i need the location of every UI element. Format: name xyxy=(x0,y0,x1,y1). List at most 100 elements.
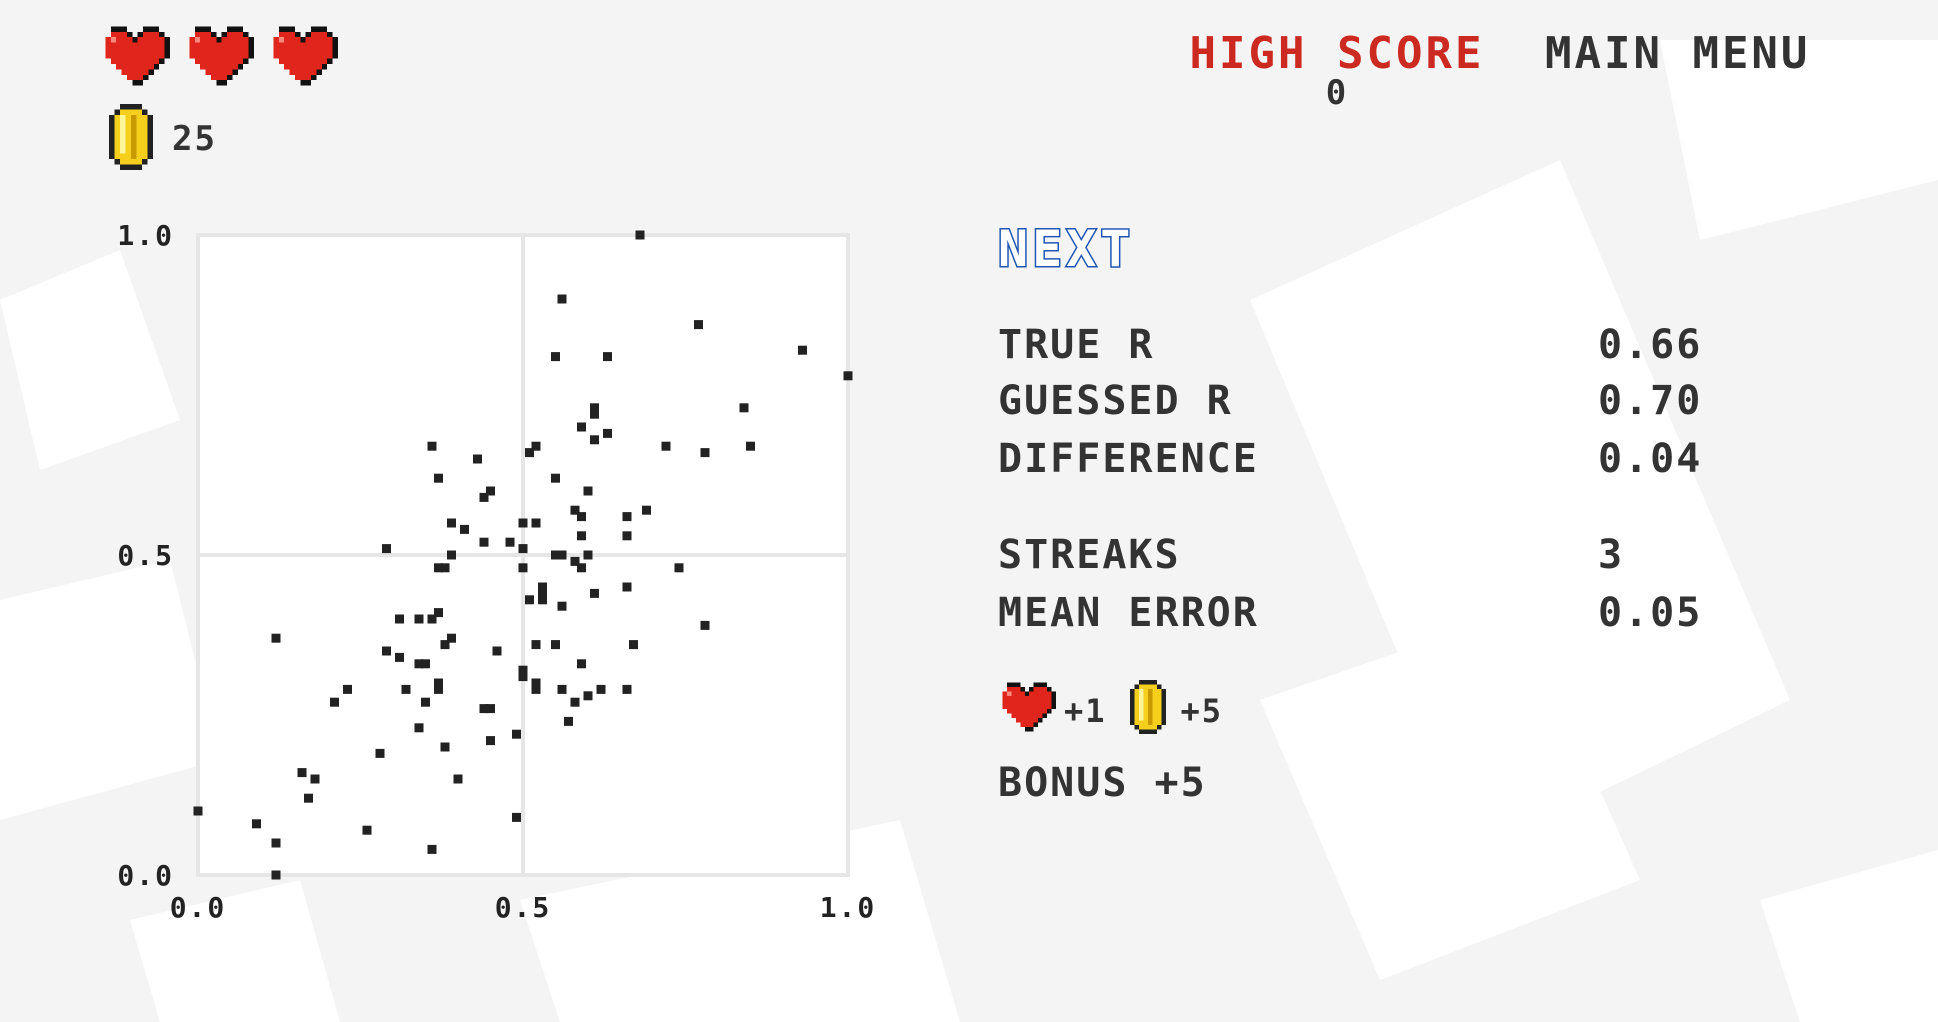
data-point xyxy=(661,441,671,451)
data-point xyxy=(304,793,313,803)
mean-error-value: 0.05 xyxy=(1598,590,1703,636)
high-score: HIGH SCORE 0 xyxy=(1172,30,1502,113)
data-point xyxy=(622,582,632,592)
axis-ticks: 0.0 0.5 1.0 0.0 0.5 1.0 xyxy=(117,219,877,924)
data-point xyxy=(271,633,281,643)
data-point xyxy=(479,537,489,547)
data-point xyxy=(700,448,710,458)
mean-error-label: MEAN ERROR xyxy=(998,590,1259,636)
data-point xyxy=(577,512,586,522)
data-point xyxy=(297,768,307,778)
data-point xyxy=(577,659,586,669)
data-point xyxy=(447,518,456,528)
data-point xyxy=(557,550,567,560)
data-point xyxy=(434,678,443,688)
data-point xyxy=(577,563,586,573)
bonus-text: BONUS +5 xyxy=(998,760,1207,806)
data-point xyxy=(401,684,411,694)
data-point xyxy=(622,512,632,522)
data-point xyxy=(440,742,450,752)
stat-streaks: STREAKS 3 xyxy=(998,532,1738,578)
data-point xyxy=(590,409,599,419)
data-point xyxy=(583,691,593,701)
stat-guessed-r: GUESSED R 0.70 xyxy=(998,378,1738,424)
high-score-value: 0 xyxy=(1325,73,1349,113)
y-tick-label: 0.0 xyxy=(117,859,174,892)
data-point xyxy=(531,518,541,528)
data-point xyxy=(330,697,339,707)
y-tick-label: 1.0 xyxy=(117,219,174,252)
data-point xyxy=(564,716,573,726)
data-point xyxy=(570,556,580,566)
data-point xyxy=(746,441,755,451)
data-point xyxy=(382,544,391,554)
data-point xyxy=(570,505,580,515)
data-point xyxy=(414,659,424,669)
data-point xyxy=(382,646,391,656)
data-point xyxy=(395,652,404,662)
data-point xyxy=(252,819,261,829)
data-point xyxy=(531,684,541,694)
data-point xyxy=(427,441,437,451)
data-point xyxy=(518,563,528,573)
data-point xyxy=(538,588,547,598)
data-point xyxy=(551,352,560,362)
x-tick-label: 0.0 xyxy=(170,891,227,924)
data-point xyxy=(460,524,469,534)
main-menu-button[interactable]: MAIN MENU xyxy=(1545,28,1811,79)
reward-row: +1 +5 xyxy=(998,680,1223,742)
data-point xyxy=(622,531,632,541)
data-point xyxy=(447,633,456,643)
data-point xyxy=(343,684,352,694)
streaks-label: STREAKS xyxy=(998,532,1181,578)
data-point xyxy=(434,684,443,694)
data-point xyxy=(193,806,203,816)
data-point xyxy=(583,486,593,496)
data-point xyxy=(603,428,612,438)
data-point xyxy=(414,614,424,624)
next-button[interactable]: NEXT xyxy=(996,220,1135,278)
data-point xyxy=(512,729,521,739)
true-r-label: TRUE R xyxy=(998,322,1155,368)
data-point xyxy=(434,608,443,618)
data-point xyxy=(486,704,495,714)
data-point xyxy=(518,518,528,528)
data-point xyxy=(577,422,586,432)
data-point xyxy=(271,838,281,848)
data-point xyxy=(843,371,853,381)
data-point xyxy=(551,473,560,483)
streaks-value: 3 xyxy=(1598,532,1625,578)
data-point xyxy=(798,345,807,355)
data-point xyxy=(590,403,599,413)
data-point xyxy=(421,697,430,707)
heart-icon xyxy=(184,26,254,90)
data-points xyxy=(193,230,853,880)
data-point xyxy=(479,704,489,714)
data-point xyxy=(531,441,541,451)
heart-icon xyxy=(998,682,1056,740)
data-point xyxy=(551,550,560,560)
data-point xyxy=(434,473,443,483)
coin-icon xyxy=(1129,680,1167,742)
data-point xyxy=(440,563,450,573)
y-tick-label: 0.5 xyxy=(117,539,174,572)
data-point xyxy=(421,659,430,669)
data-point xyxy=(551,640,560,650)
heart-icon xyxy=(268,26,338,90)
x-tick-label: 1.0 xyxy=(820,891,877,924)
coin-counter: 25 xyxy=(108,104,217,174)
data-point xyxy=(395,614,404,624)
data-point xyxy=(505,537,515,547)
true-r-value: 0.66 xyxy=(1598,322,1703,368)
x-tick-label: 0.5 xyxy=(495,891,552,924)
guessed-r-value: 0.70 xyxy=(1598,378,1703,424)
data-point xyxy=(486,736,495,746)
data-point xyxy=(642,505,651,515)
data-point xyxy=(531,640,541,650)
data-point xyxy=(739,403,749,413)
coin-count: 25 xyxy=(172,119,217,159)
data-point xyxy=(525,595,534,605)
data-point xyxy=(453,774,463,784)
data-point xyxy=(518,672,528,682)
